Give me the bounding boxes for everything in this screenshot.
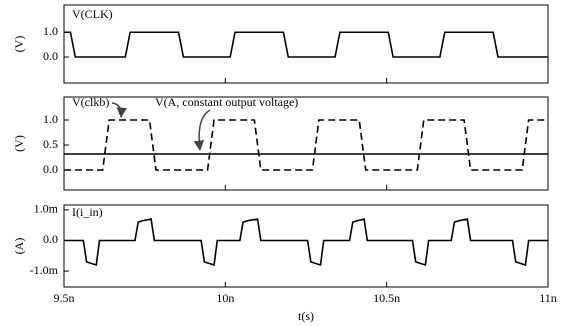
y-axis-label: (A)	[12, 238, 26, 255]
y-tick-label: 1.0	[43, 24, 58, 38]
series-line	[64, 218, 548, 267]
y-tick-label: 1.0	[43, 112, 58, 126]
legend-label: V(A, constant output voltage)	[155, 95, 298, 109]
arrow	[193, 109, 211, 152]
legend-label: V(clkb)	[72, 95, 109, 109]
x-tick-label: 10.5n	[373, 291, 400, 305]
series-line	[64, 119, 548, 171]
y-tick-label: 0.0	[43, 49, 58, 63]
plot-frame	[63, 204, 549, 288]
y-tick-label: -1.0m	[30, 263, 59, 277]
plot-frame	[63, 96, 549, 191]
plot-frame	[63, 4, 549, 84]
y-tick-label: 0.0	[43, 232, 58, 246]
legend-label: V(CLK)	[72, 7, 113, 21]
x-axis-label: t(s)	[298, 309, 314, 323]
y-tick-label: 0.0	[43, 162, 58, 176]
y-tick-label: 0.5	[43, 137, 58, 151]
y-axis-label: (V)	[12, 36, 26, 53]
series-line	[64, 31, 548, 58]
x-tick-label: 11n	[539, 291, 557, 305]
arrow	[111, 102, 127, 119]
x-tick-label: 9.5n	[54, 291, 75, 305]
y-axis-label: (V)	[12, 135, 26, 152]
y-tick-label: 1.0m	[34, 202, 59, 216]
x-tick-label: 10n	[216, 291, 234, 305]
legend-label: I(i_in)	[72, 205, 103, 219]
